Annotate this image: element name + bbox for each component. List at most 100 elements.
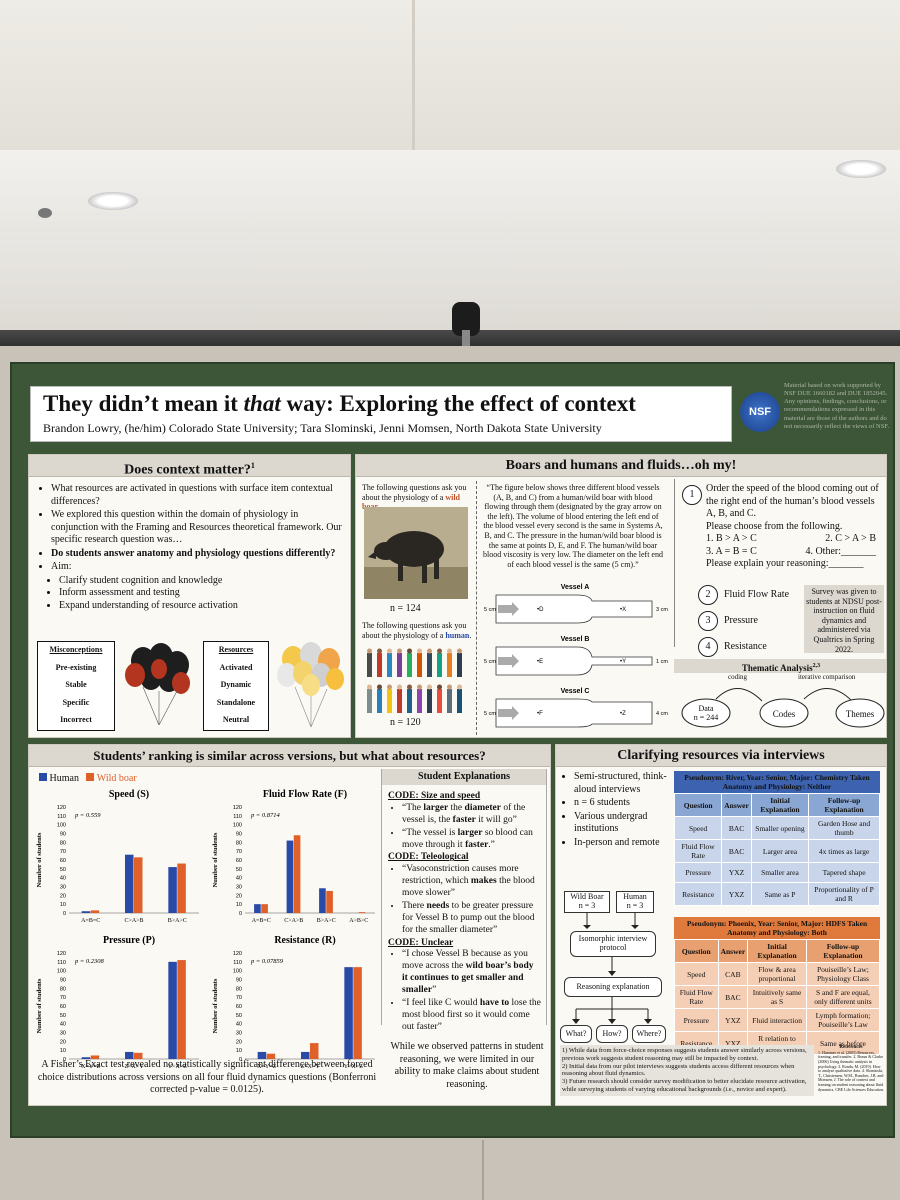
chart-fluid-flow-rate: Fluid Flow Rate (F) p = 0.8714 Number of s… (212, 789, 375, 924)
x-category-label: Y>X>Z (168, 1064, 187, 1070)
y-tick-label: 80 (236, 986, 242, 992)
x-category-label: X=Y=Z (81, 1064, 100, 1070)
vessel-a-point-x: •X (620, 607, 626, 613)
nsf-funding-note: Material based on work supported by NSF … (784, 382, 890, 430)
ceiling-light-right (836, 160, 886, 178)
quote-3a: “I chose Vessel B because as you move ac… (402, 949, 541, 997)
table-column-header: Question (674, 939, 719, 963)
y-tick-label: 120 (57, 951, 66, 957)
vessel-c-point-z: •Z (620, 711, 626, 717)
chart-p-value: p = 0.2308 (74, 958, 105, 965)
y-tick-label: 100 (57, 969, 66, 975)
river-table-grid: Question Answer Initial Explanation Follow-… (673, 793, 880, 906)
vessel-b-label: Vessel B (561, 636, 590, 643)
table-cell: Fluid interaction (747, 1008, 807, 1032)
human-sample-size: n = 120 (390, 717, 421, 728)
table-cell: YXZ (721, 882, 752, 906)
vessel-c-right-diameter: 4 cm (656, 711, 668, 717)
aim-2: Inform assessment and testing (59, 587, 345, 600)
bar-human (125, 854, 134, 913)
quote-2b: There needs to be greater pressure for V… (402, 901, 541, 937)
y-tick-label: 0 (239, 911, 242, 917)
thematic-analysis-title: Thematic Analysis2,3 (674, 659, 886, 673)
x-category-label: X=Y=Z (257, 1064, 276, 1070)
q1-option-3: 3. A = B = C (706, 545, 757, 557)
chart-p-value: p = 0.07859 (250, 958, 284, 965)
how-box: How? (596, 1025, 628, 1043)
wall (0, 240, 900, 340)
themes-node-label: Themes (845, 709, 875, 719)
y-tick-label: 100 (233, 969, 242, 975)
table-cell: Speed (674, 962, 719, 986)
chart-resistance: Resistance (R) p = 0.07859 Number of stude… (212, 935, 375, 1070)
question-3-number: 3 (698, 611, 718, 631)
question-1-number: 1 (682, 485, 702, 505)
bar-wild-boar (310, 1043, 319, 1059)
table-column-header: Question (673, 793, 723, 817)
table-cell: Pouiseille’s Law; Physiology Class (805, 962, 881, 986)
dashed-divider (476, 481, 477, 735)
table-cell: Pressure (673, 862, 723, 883)
table-cell: Same as before (805, 1031, 881, 1055)
y-tick-label: 90 (236, 978, 242, 984)
human-intro: The following questions ask you about th… (362, 621, 472, 640)
context-bullet-aim: Aim: (51, 561, 345, 574)
student-explanations-title: Student Explanations (382, 769, 546, 785)
board-seam (482, 1140, 484, 1200)
y-tick-label: 20 (236, 1039, 242, 1045)
misconceptions-title: Misconceptions (49, 645, 103, 654)
x-category-label: A=B=C (252, 918, 271, 924)
iterative-comparison-label: iterative comparison (798, 673, 856, 681)
isomorphic-protocol-box: Isomorphic interview protocol (570, 931, 656, 957)
poster-title: They didn’t mean it that way: Exploring … (43, 391, 636, 416)
x-category-label: B>A>C (168, 918, 187, 924)
bar-wild-boar (358, 912, 366, 913)
bar-human (301, 1051, 310, 1059)
vessel-a-flow-arrow (498, 602, 519, 616)
boar-intro: The following questions ask you about th… (362, 483, 467, 512)
y-tick-label: 30 (236, 885, 242, 891)
soffit (0, 150, 900, 240)
table-cell: Tapered shape (808, 862, 880, 883)
data-node (681, 698, 731, 728)
bar-wild-boar (353, 967, 362, 1059)
table-row: Pressure YXZ Fluid interaction Lymph format… (674, 1008, 881, 1032)
bar-human (286, 840, 294, 913)
question-1-text: Order the speed of the blood coming out … (706, 483, 879, 519)
y-tick-label: 60 (236, 1004, 242, 1010)
ceiling-light-left (88, 192, 138, 210)
interview-bullet-4: In-person and remote (574, 837, 670, 850)
ceiling-seam (412, 0, 415, 150)
table-cell: Lymph formation; Pouiseille’s Law (805, 1008, 881, 1032)
question-2-number: 2 (698, 585, 718, 605)
y-tick-label: 30 (60, 885, 66, 891)
phoenix-table-header: Pseudonym: Phoenix, Year: Senior, Major:… (674, 917, 880, 939)
interview-flow-arrows (572, 913, 652, 1024)
vessel-b-flow-arrow (498, 654, 519, 668)
table-cell: Speed (673, 816, 723, 840)
question-4-label: Resistance (724, 641, 767, 652)
dark-balloons-illustration (125, 643, 190, 726)
table-column-header: Answer (721, 793, 752, 817)
y-tick-label: 120 (233, 805, 242, 811)
bar-wild-boar (326, 890, 333, 913)
y-tick-label: 80 (60, 986, 66, 992)
table-cell: BAC (717, 985, 749, 1009)
y-tick-label: 50 (60, 1013, 66, 1019)
interview-bullet-3: Various undergrad institutions (574, 811, 670, 836)
vessel-a-label: Vessel A (561, 584, 590, 591)
table-cell: Pressure (674, 1008, 719, 1032)
y-tick-label: 120 (233, 951, 242, 957)
resource-4: Neutral (222, 715, 250, 725)
chart-title: Speed (S) (109, 789, 149, 800)
phoenix-table-grid: Question Answer Initial Explanation Follow-… (674, 939, 881, 1055)
y-tick-label: 60 (236, 858, 242, 864)
aim-1: Clarify student cognition and knowledge (59, 575, 345, 588)
wild-boar-interview-box: Wild Boar n = 3 (564, 891, 610, 913)
question-1-instruction: Please choose from the following. (706, 520, 843, 532)
y-tick-label: 70 (236, 995, 242, 1001)
fisher-test-conclusion: A Fisher’s Exact test revealed no statis… (37, 1059, 377, 1095)
y-tick-label: 40 (60, 876, 66, 882)
chart-y-axis-label: Number of students (36, 832, 43, 887)
y-tick-label: 50 (60, 867, 66, 873)
